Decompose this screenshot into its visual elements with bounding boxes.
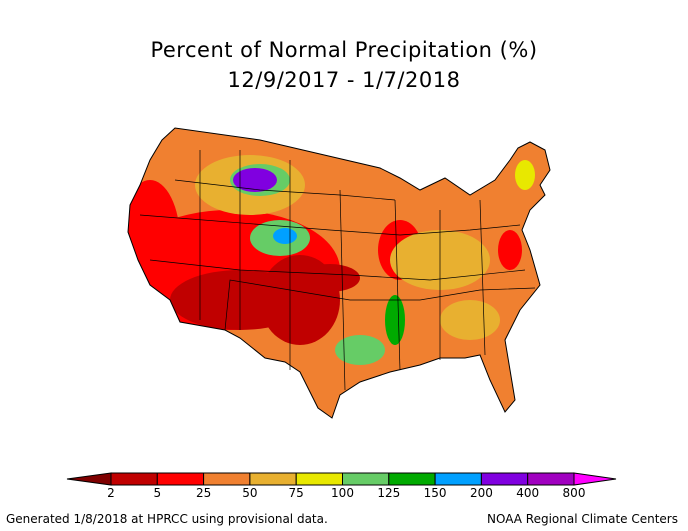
footer-source: NOAA Regional Climate Centers	[487, 512, 678, 526]
legend-swatch	[295, 472, 344, 486]
legend-swatch	[388, 472, 436, 486]
legend-swatch	[342, 472, 390, 486]
precipitation-map	[127, 127, 551, 419]
legend-tick-label: 50	[242, 486, 257, 500]
legend-tick-label: 100	[331, 486, 354, 500]
legend-tick-label: 2	[107, 486, 115, 500]
legend-tick-label: 125	[377, 486, 400, 500]
legend-tick-label: 75	[289, 486, 304, 500]
legend-tick-label: 150	[424, 486, 447, 500]
legend-swatch	[110, 472, 158, 486]
legend-tick-label: 25	[196, 486, 211, 500]
legend-arrow-low	[66, 472, 112, 486]
legend-swatch	[527, 472, 575, 486]
legend-arrow-high	[573, 472, 617, 486]
legend-swatch	[203, 472, 251, 486]
map-title: Percent of Normal Precipitation (%)	[150, 38, 538, 62]
legend-swatch	[434, 472, 482, 486]
state-lines	[139, 150, 536, 391]
legend-tick-label: 800	[563, 486, 586, 500]
legend-swatch	[480, 472, 529, 486]
legend-swatch	[249, 472, 297, 486]
color-legend: 2 5 25 50 75 100 125 150 200 400 800	[66, 472, 617, 500]
legend-tick-label: 200	[470, 486, 493, 500]
legend-swatch	[156, 472, 205, 486]
map-date-range: 12/9/2017 - 1/7/2018	[227, 68, 461, 92]
legend-tick-label: 5	[153, 486, 161, 500]
footer-generated-note: Generated 1/8/2018 at HPRCC using provis…	[6, 512, 328, 526]
legend-tick-label: 400	[516, 486, 539, 500]
